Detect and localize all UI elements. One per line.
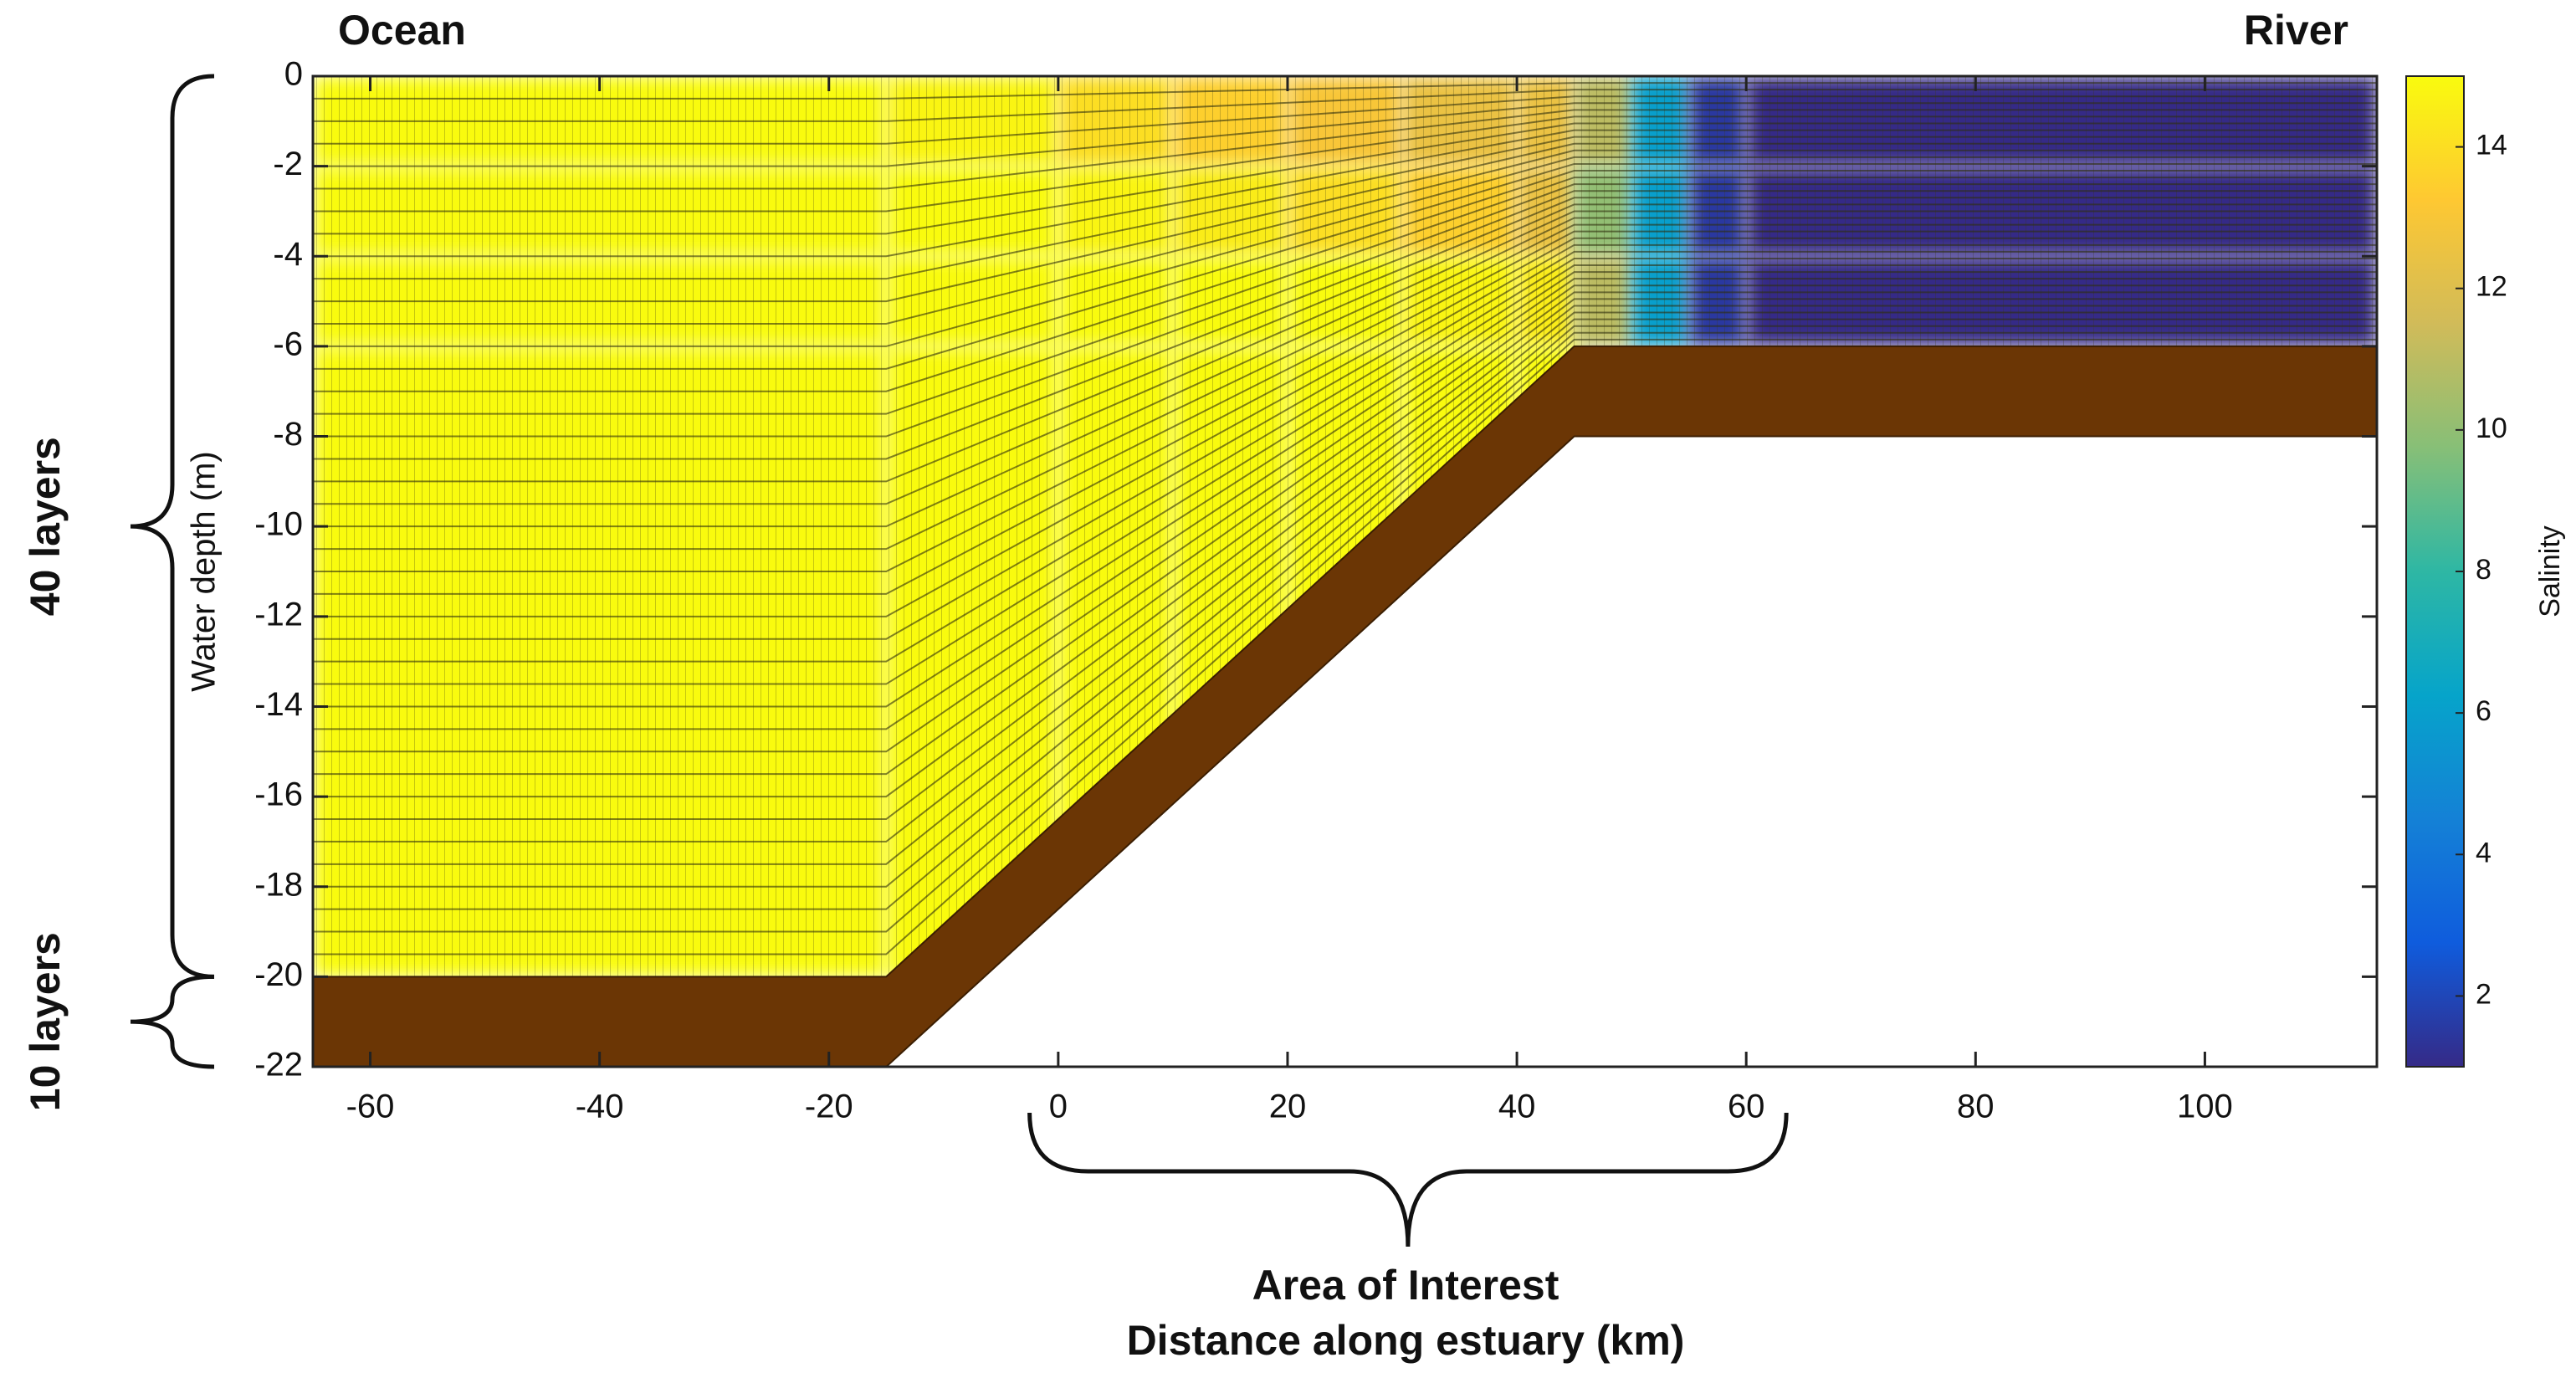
colorbar-tick-label: 12 [2476,271,2507,303]
layer-line [313,291,2377,798]
layer-line [313,109,2377,190]
x-tick-label: 0 [1049,1089,1068,1125]
y-tick-label: -16 [254,776,303,813]
area-brace [1027,1112,1789,1247]
layer-line [313,257,2377,685]
layer-line [313,325,2377,910]
layer-label: 40 layers [22,437,69,616]
x-tick-label: 80 [1957,1089,1995,1125]
y-tick-label: -20 [254,956,303,993]
x-tick-label: 40 [1498,1089,1536,1125]
layer-line [313,142,2377,303]
layer-line [313,284,2377,776]
layer-line [313,264,2377,708]
layer-line [313,210,2377,528]
layer-brace [130,974,215,1069]
x-axis-label: Distance along estuary (km) [1127,1317,1685,1364]
y-tick-label: -4 [273,236,303,273]
layer-line [313,243,2377,640]
layer-line [313,102,2377,167]
colorbar [2405,75,2465,1068]
area-of-interest-label: Area of Interest [1252,1262,1559,1309]
layer-line [313,338,2377,955]
layer-line [313,95,2377,145]
layer-line [313,311,2377,865]
layer-line [313,136,2377,280]
y-tick-label: -18 [254,866,303,903]
ocean-label: Ocean [338,7,466,54]
layer-line [313,278,2377,753]
layer-line [313,115,2377,213]
bathymetry [313,345,2377,1067]
layer-line [313,318,2377,888]
colorbar-tick-label: 8 [2476,554,2491,586]
layer-line [313,197,2377,483]
river-label: River [2244,7,2348,54]
layer-line [313,156,2377,347]
x-tick-label: -20 [805,1089,853,1125]
layer-line [313,250,2377,663]
y-tick-label: -14 [254,686,303,723]
layer-line [313,203,2377,505]
colorbar-tick-label: 2 [2476,978,2491,1010]
layer-line [313,149,2377,325]
colorbar-label: Salinity [2534,525,2566,617]
layer-line [313,190,2377,460]
layer-line [313,298,2377,820]
sediment [313,345,2377,1067]
x-tick-label: 60 [1728,1089,1765,1125]
x-tick-label: -40 [576,1089,624,1125]
colorbar-tick-label: 14 [2476,130,2507,161]
layer-line [313,305,2377,843]
colorbar-tick-label: 6 [2476,695,2491,727]
layer-brace [130,74,215,979]
layer-line [313,122,2377,235]
layer-line [313,183,2377,438]
y-tick-label: -8 [273,416,303,453]
y-tick-label: -2 [273,146,303,182]
layer-line [313,162,2377,370]
x-tick-label: 100 [2177,1089,2233,1125]
y-tick-label: 0 [284,56,303,93]
layer-line [313,129,2377,258]
plot-frame [311,74,2379,1068]
layer-line [313,217,2377,551]
y-axis-label: Water depth (m) [186,451,223,691]
y-tick-label: -6 [273,325,303,362]
layer-line [313,177,2377,415]
layer-line [313,223,2377,572]
layer-line [313,230,2377,595]
colorbar-tick-label: 4 [2476,837,2491,868]
y-tick-label: -10 [254,506,303,543]
colorbar-tick-label: 10 [2476,412,2507,444]
y-tick-label: -12 [254,596,303,633]
y-tick-label: -22 [254,1047,303,1083]
layer-label: 10 layers [22,932,69,1111]
layer-line [313,237,2377,617]
x-tick-label: 20 [1269,1089,1307,1125]
layer-line [313,331,2377,933]
layer-line [313,271,2377,730]
layer-line [313,170,2377,392]
x-tick-label: -60 [346,1089,395,1125]
